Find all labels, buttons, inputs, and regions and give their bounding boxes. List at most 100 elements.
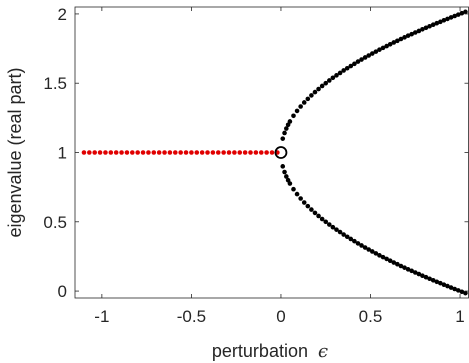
upper-branch-point: [420, 27, 425, 32]
upper-branch-point: [373, 49, 379, 54]
real-double-eigenvalue-point: [269, 150, 275, 155]
real-double-eigenvalue-point: [232, 150, 237, 155]
upper-branch-point: [316, 86, 321, 92]
x-tick-label: 0.5: [359, 307, 383, 326]
lower-branch-point: [366, 247, 372, 252]
real-double-eigenvalue-point: [108, 150, 114, 155]
real-double-eigenvalue-point: [253, 150, 259, 155]
y-tick-label: 1.5: [43, 74, 67, 93]
lower-branch-point: [309, 207, 314, 212]
upper-branch-point: [409, 31, 414, 37]
lower-branch-point: [359, 243, 364, 248]
annotations: [274, 146, 288, 159]
lower-branch-point: [316, 213, 321, 219]
lower-branch-point: [319, 216, 325, 222]
tick-labels: -1 -0.5 0 0.5 1 0 0.5 1 1.5 2: [43, 5, 464, 326]
real-double-eigenvalue-point: [103, 150, 108, 155]
lower-branch-point: [412, 270, 418, 275]
real-double-eigenvalue-point: [156, 150, 162, 155]
lower-branch-point: [395, 261, 400, 267]
lower-branch-point: [294, 191, 300, 197]
real-double-eigenvalue-point: [205, 150, 210, 155]
upper-branch-point: [359, 57, 364, 62]
lower-branch-point: [384, 256, 389, 262]
upper-branch-point: [391, 40, 397, 45]
real-double-eigenvalue-point: [172, 150, 178, 155]
lower-branch-point: [373, 251, 379, 256]
y-tick-label: 0: [58, 282, 67, 301]
lower-branch-point: [337, 229, 343, 235]
real-double-eigenvalue-point: [194, 150, 200, 155]
upper-branch-point: [384, 43, 389, 49]
upper-branch-point: [327, 78, 332, 83]
upper-branch-point: [380, 45, 386, 51]
upper-branch-point: [341, 68, 346, 73]
lower-branch-point: [455, 288, 461, 293]
real-double-eigenvalue-point: [124, 150, 130, 155]
lower-branch-point: [438, 280, 443, 286]
upper-branch-point: [280, 136, 286, 141]
upper-branch-point: [430, 22, 436, 28]
upper-branch-point: [344, 65, 350, 71]
lower-branch-point: [448, 285, 454, 290]
real-double-eigenvalue-point: [113, 150, 119, 155]
real-double-eigenvalue-point: [92, 150, 97, 155]
lower-branch-point: [369, 249, 375, 254]
upper-branch-point: [438, 19, 443, 25]
lower-branch-point: [387, 258, 393, 264]
upper-branch-point: [301, 100, 307, 105]
x-tick-label: 0: [276, 307, 285, 326]
upper-branch-point: [337, 70, 343, 76]
lower-branch-point: [398, 263, 404, 269]
y-tick-label: 2: [58, 5, 67, 24]
lower-branch-point: [402, 265, 407, 270]
real-double-eigenvalue-point: [140, 150, 146, 155]
y-tick-label: 0.5: [43, 213, 67, 232]
real-double-eigenvalue-point: [87, 150, 92, 155]
real-double-eigenvalue-point: [162, 150, 167, 155]
lower-branch-point: [327, 222, 332, 227]
lower-branch-point: [330, 224, 336, 230]
upper-branch-point: [294, 108, 300, 114]
upper-branch-point: [427, 23, 432, 29]
lower-branch-point: [352, 238, 357, 244]
real-double-eigenvalue-point: [189, 150, 194, 155]
real-double-eigenvalue-point: [119, 150, 124, 155]
upper-branch-point: [366, 53, 372, 58]
lower-branch-point: [423, 274, 429, 280]
lower-branch-point: [463, 290, 468, 296]
upper-branch-point: [330, 75, 336, 81]
upper-branch-point: [412, 30, 418, 35]
lower-branch-point: [305, 203, 311, 209]
lower-branch-point: [280, 164, 286, 169]
lower-branch-point: [409, 268, 414, 274]
real-double-eigenvalue-point: [97, 150, 103, 155]
x-axis-label: perturbation ϵ: [212, 341, 328, 362]
upper-branch-point: [402, 35, 407, 40]
upper-branch-point: [455, 12, 461, 17]
lower-branch-point: [405, 267, 411, 272]
upper-branch-point: [309, 93, 314, 98]
lower-branch-point: [362, 245, 368, 250]
upper-branch-point: [312, 89, 318, 95]
lower-branch-point: [287, 181, 293, 186]
axis-ticks: [75, 7, 469, 298]
lower-branch-point: [323, 219, 329, 225]
upper-branch-point: [362, 55, 368, 60]
lower-branch-point: [420, 273, 425, 278]
real-double-eigenvalue-point: [242, 150, 248, 155]
upper-branch-point: [291, 113, 296, 119]
lower-branch-point: [445, 283, 450, 289]
real-double-eigenvalue-point: [258, 150, 264, 155]
x-tick-label: 1: [455, 307, 464, 326]
lower-branch-point: [348, 236, 354, 242]
upper-branch-point: [405, 33, 411, 38]
upper-branch-point: [323, 80, 329, 86]
lower-branch-point: [298, 196, 303, 201]
real-double-eigenvalue-point: [215, 150, 221, 155]
real-double-eigenvalue-point: [151, 150, 157, 155]
lower-branch-point: [377, 253, 382, 258]
lower-branch-point: [427, 276, 432, 282]
data-points: [81, 9, 468, 296]
